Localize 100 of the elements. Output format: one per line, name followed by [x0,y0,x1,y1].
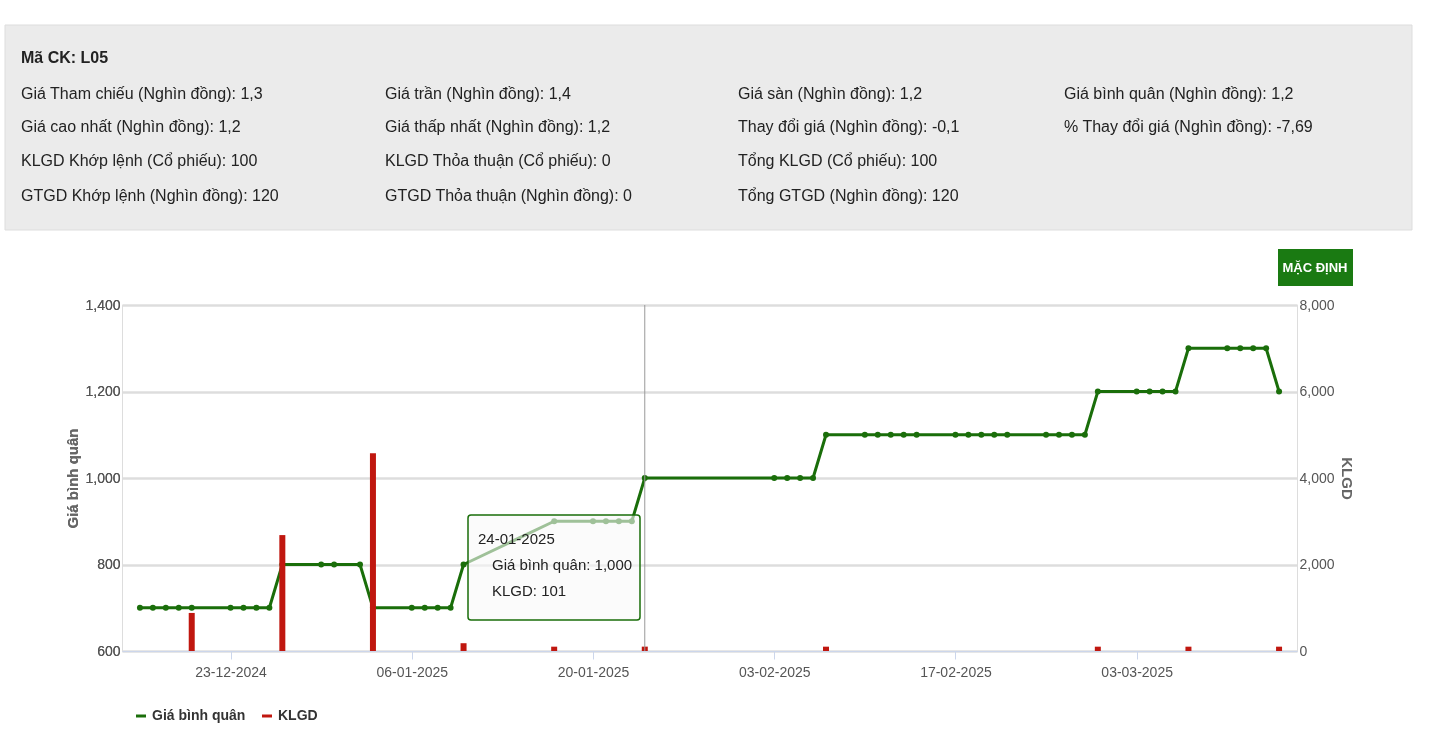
annotation: KLGD: 101 [492,582,567,599]
point [590,518,596,525]
point [1237,345,1244,352]
y-tick-label: 1,400 [85,296,121,313]
point [162,604,169,611]
point [421,604,428,611]
point [991,431,998,438]
point [1133,388,1140,395]
point [1185,345,1192,352]
point [978,431,985,438]
bar [188,612,195,651]
point [1043,431,1050,438]
y2-tick-label: 6,000 [1299,383,1335,399]
text: GTGD Thỏa thuận (Nghìn đồng): 0 [385,187,633,204]
point [1068,431,1075,438]
point [408,604,415,611]
y2-tick-label: 2,000 [1299,556,1335,572]
x-tick-label: 23-12-2024 [195,663,268,680]
point [1056,431,1062,438]
text: KLGD Thỏa thuận (Cổ phiếu): 0 [385,152,611,169]
text: Giá cao nhất (Nghìn đồng): 1,2 [21,118,241,135]
point [551,518,558,525]
point [1276,388,1283,395]
point [1081,431,1088,438]
point [913,431,920,438]
legend-label: KLGD [278,707,318,723]
x-tick-label: 03-02-2025 [738,663,811,680]
chart-title: Mã CK: L05 [21,49,109,66]
x-tick-label: 17-02-2025 [920,663,992,680]
y-tick-label: 1,200 [85,383,121,399]
point [1094,388,1101,395]
bar [279,535,286,651]
bar [460,643,467,651]
text: GTGD Khớp lệnh (Nghìn đồng): 120 [21,187,279,204]
y2-tick-label: 0 [1299,642,1308,659]
text: Giá thấp nhất (Nghìn đồng): 1,2 [385,118,611,135]
point [149,604,156,611]
text: Thay đổi giá (Nghìn đồng): -0,1 [738,118,960,135]
point [1224,345,1231,352]
y-axis-title: Giá bình quân [64,428,82,529]
point [952,431,959,438]
y2-tick-label: 8,000 [1299,296,1335,313]
point [227,604,234,611]
bar [551,646,558,651]
point [240,604,247,611]
point [175,604,182,611]
point [266,604,273,611]
text: % Thay đổi giá (Nghìn đồng): -7,69 [1064,118,1313,135]
point [1263,345,1270,352]
point [823,431,829,438]
point [253,604,260,611]
legend-label: Giá bình quân [152,707,246,723]
point [615,518,622,525]
point [136,604,143,611]
point [460,561,467,568]
point [861,431,868,438]
annotation: 24-01-2025 [478,530,555,547]
point [874,431,881,438]
text: Giá bình quân (Nghìn đồng): 1,2 [1064,85,1294,102]
annotation: Giá bình quân: 1,000 [492,556,633,573]
y2-axis-title: KLGD [1338,457,1356,500]
text: KLGD Khớp lệnh (Cổ phiếu): 100 [21,152,258,169]
x-tick-label: 20-01-2025 [557,663,630,680]
y2-tick-label: 4,000 [1299,469,1335,486]
text: Giá Tham chiếu (Nghìn đồng): 1,3 [21,85,263,102]
x-tick-label: 03-03-2025 [1101,663,1174,680]
point [357,561,363,568]
y-tick-label: 800 [97,556,121,572]
y-tick-label: 1,000 [85,469,121,486]
point [784,475,791,481]
point [1172,388,1179,395]
bar [369,453,376,651]
text: MẶC ĐỊNH [1282,260,1348,275]
point [318,561,325,568]
point [1250,345,1257,352]
point [602,518,609,525]
point [331,561,338,568]
point [797,475,804,481]
point [1004,431,1011,438]
point [900,431,907,438]
text: Giá sàn (Nghìn đồng): 1,2 [738,85,923,102]
y-tick-label: 600 [97,642,121,659]
x-tick-label: 06-01-2025 [376,663,449,680]
point [1146,388,1153,395]
point [887,431,894,438]
point [188,604,195,611]
point [1159,388,1166,395]
bar [1185,646,1192,651]
point [447,604,454,611]
point [434,604,441,611]
text: Tổng KLGD (Cổ phiếu): 100 [738,152,938,169]
point [628,518,635,525]
point [810,475,817,481]
point [965,431,972,438]
bar [1276,646,1283,651]
text: Giá trần (Nghìn đồng): 1,4 [385,85,571,102]
bar [1094,646,1101,651]
text: Tổng GTGD (Nghìn đồng): 120 [738,187,959,204]
point [771,475,778,481]
bar [823,646,829,651]
